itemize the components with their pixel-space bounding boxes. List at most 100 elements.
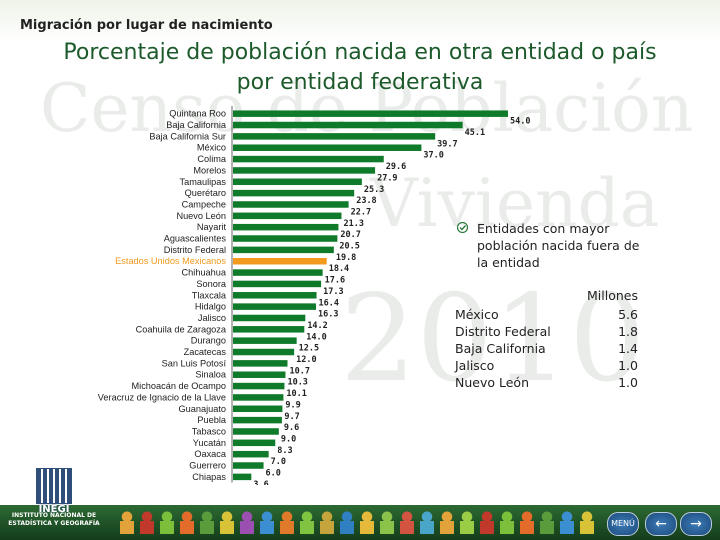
panel-row: Nuevo León 1.0: [455, 374, 638, 391]
category-label: Chiapas: [192, 472, 226, 482]
person-icon: [278, 510, 296, 534]
category-label: Colima: [197, 154, 226, 164]
value-label: 14.2: [307, 321, 327, 331]
person-icon: [298, 510, 316, 534]
person-icon: [378, 510, 396, 534]
person-icon: [118, 510, 136, 534]
bar: [233, 382, 285, 390]
logo-subtitle: INSTITUTO NACIONAL DE ESTADÍSTICA Y GEOG…: [8, 512, 100, 527]
value-label: 37.0: [423, 151, 443, 161]
panel-row: Distrito Federal 1.8: [455, 323, 638, 340]
value-label: 23.8: [356, 196, 376, 206]
panel-row-value: 1.4: [618, 341, 638, 356]
value-label: 9.7: [284, 412, 299, 422]
value-label: 22.7: [351, 207, 371, 217]
category-label: Sonora: [196, 279, 227, 289]
chart-title-line1: Porcentaje de población nacida en otra e…: [63, 40, 657, 65]
bar: [233, 462, 264, 469]
panel-row-name: Nuevo León: [455, 375, 529, 390]
person-icon: [518, 510, 536, 534]
panel-row-name: Baja California: [455, 341, 546, 356]
value-label: 25.3: [364, 185, 384, 195]
category-label: Oaxaca: [194, 449, 227, 459]
person-icon: [398, 510, 416, 534]
category-label: Querétaro: [185, 188, 226, 198]
value-label: 16.3: [318, 310, 338, 320]
bar: [233, 326, 305, 333]
panel-row: Baja California 1.4: [455, 340, 638, 357]
category-label: Hidalgo: [195, 302, 226, 312]
section-title: Migración por lugar de nacimiento: [20, 18, 273, 33]
person-icon: [218, 510, 236, 534]
category-label: Puebla: [197, 415, 226, 425]
person-icon: [358, 510, 376, 534]
category-label: Chihuahua: [182, 268, 227, 278]
value-label: 12.5: [299, 344, 319, 354]
category-label: Campeche: [182, 199, 226, 209]
value-label: 19.8: [336, 253, 356, 263]
category-label: Sinaloa: [195, 370, 227, 380]
category-label: Tabasco: [192, 426, 226, 436]
bar: [233, 133, 436, 140]
value-label: 14.0: [306, 332, 326, 342]
bar-highlight: [233, 257, 327, 265]
bar: [233, 371, 286, 378]
value-label: 9.9: [285, 400, 300, 410]
bar: [233, 223, 339, 231]
bar: [233, 405, 283, 413]
panel-row-value: 1.8: [618, 324, 638, 339]
category-label: Nuevo León: [176, 211, 226, 221]
value-label: 16.4: [319, 298, 339, 308]
category-label: Distrito Federal: [164, 245, 226, 255]
person-icon: [238, 510, 256, 534]
panel-list: México 5.6 Distrito Federal 1.8 Baja Calif…: [455, 306, 638, 391]
category-label: Guerrero: [189, 461, 226, 471]
bar: [233, 416, 282, 424]
category-label: Estados Unidos Mexicanos: [115, 256, 226, 266]
category-label: Tlaxcala: [192, 290, 227, 300]
value-label: 9.6: [284, 423, 299, 433]
bar: [233, 428, 279, 435]
person-icon: [318, 510, 336, 534]
bar: [233, 303, 317, 310]
value-label: 8.3: [277, 446, 292, 456]
bar: [233, 280, 322, 288]
panel-heading-text: Entidades con mayor población nacida fue…: [477, 221, 640, 270]
category-label: Durango: [191, 336, 226, 346]
category-label: Michoacán de Ocampo: [132, 381, 226, 391]
panel-heading: Entidades con mayor población nacida fue…: [455, 220, 650, 271]
category-label: San Luis Potosí: [162, 358, 227, 368]
person-icon: [478, 510, 496, 534]
category-label: México: [197, 143, 226, 153]
chart-title: Porcentaje de población nacida en otra e…: [0, 38, 720, 98]
bar: [233, 360, 288, 367]
forward-button[interactable]: →: [680, 512, 712, 536]
panel-unit: Millones: [587, 288, 638, 303]
bar: [233, 110, 508, 117]
value-label: 10.7: [289, 366, 309, 376]
bar: [233, 473, 252, 481]
top-entities-panel: Entidades con mayor población nacida fue…: [455, 220, 650, 390]
category-label: Tamaulipas: [180, 177, 227, 187]
value-label: 7.0: [271, 457, 286, 467]
category-label: Baja California Sur: [149, 131, 226, 141]
back-button[interactable]: ←: [645, 512, 677, 536]
value-label: 54.0: [510, 117, 530, 127]
value-label: 18.4: [329, 264, 349, 274]
value-label: 17.6: [325, 276, 345, 286]
person-icon: [258, 510, 276, 534]
value-label: 9.0: [281, 434, 296, 444]
bar: [233, 178, 362, 186]
bar: [233, 189, 355, 197]
value-label: 10.3: [287, 378, 307, 388]
person-icon: [538, 510, 556, 534]
person-icon: [418, 510, 436, 534]
bar: [233, 246, 334, 254]
person-icon: [198, 510, 216, 534]
bar: [233, 144, 422, 151]
menu-button[interactable]: MENÚ: [607, 512, 639, 536]
bar: [233, 314, 306, 322]
person-icon: [578, 510, 596, 534]
category-label: Aguascalientes: [164, 234, 227, 244]
category-label: Guanajuato: [178, 404, 226, 414]
